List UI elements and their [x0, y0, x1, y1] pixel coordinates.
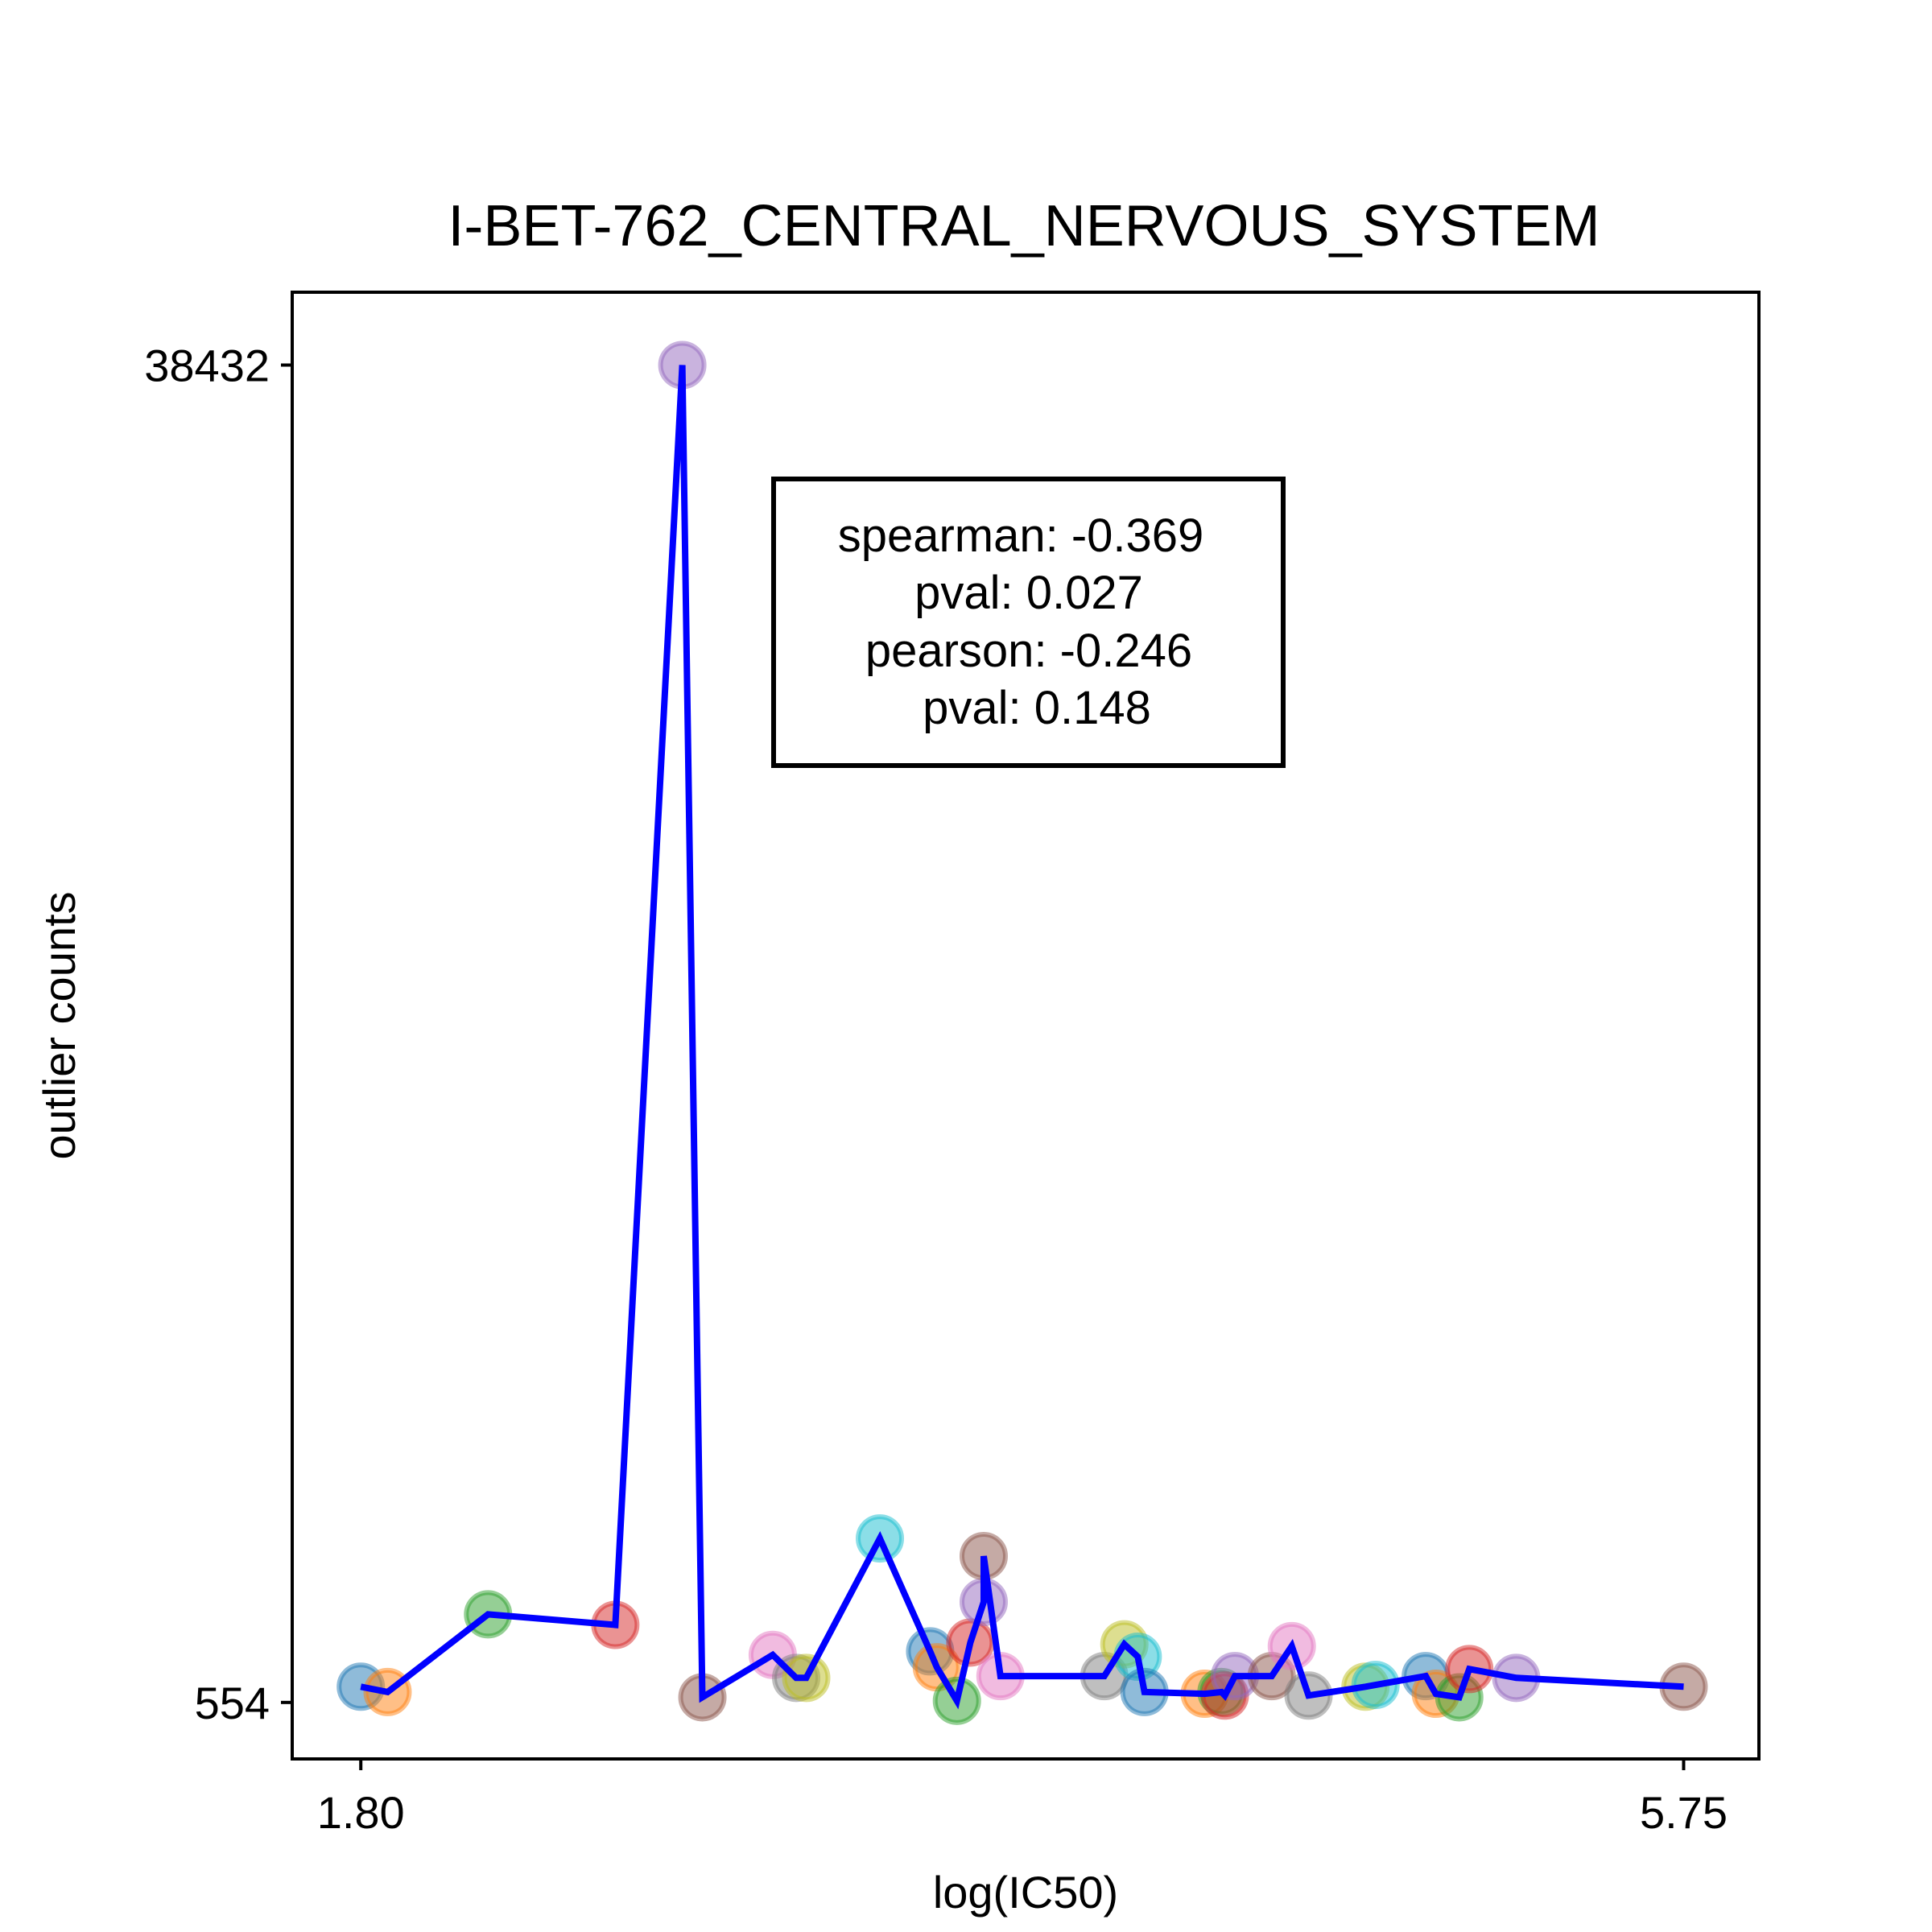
- x-axis-ticks: 1.80 5.75: [317, 1757, 1728, 1838]
- x-axis-label: log(IC50): [933, 1867, 1118, 1918]
- annotation-frame: [771, 477, 1286, 768]
- annotation-line-spearman: spearman: -0.369: [838, 510, 1204, 562]
- stats-annotation-box: spearman: -0.369 pval: 0.027 pearson: -0…: [771, 477, 1286, 768]
- annotation-line-pval-2: pval: 0.148: [923, 682, 1151, 734]
- annotation-line-pval-1: pval: 0.027: [914, 567, 1143, 619]
- plot-frame: [291, 291, 1761, 1761]
- x-tick-label: 1.80: [317, 1787, 405, 1838]
- y-tick-label: 554: [195, 1678, 270, 1728]
- y-axis-label: outlier counts: [34, 891, 85, 1159]
- y-axis-ticks: 554 38432: [144, 341, 294, 1728]
- chart-title: I-BET-762_CENTRAL_NERVOUS_SYSTEM: [448, 194, 1600, 258]
- series-line: [360, 365, 1684, 1710]
- x-tick-label: 5.75: [1640, 1787, 1728, 1838]
- annotation-line-pearson: pearson: -0.246: [865, 625, 1192, 677]
- y-tick-label: 38432: [144, 341, 270, 391]
